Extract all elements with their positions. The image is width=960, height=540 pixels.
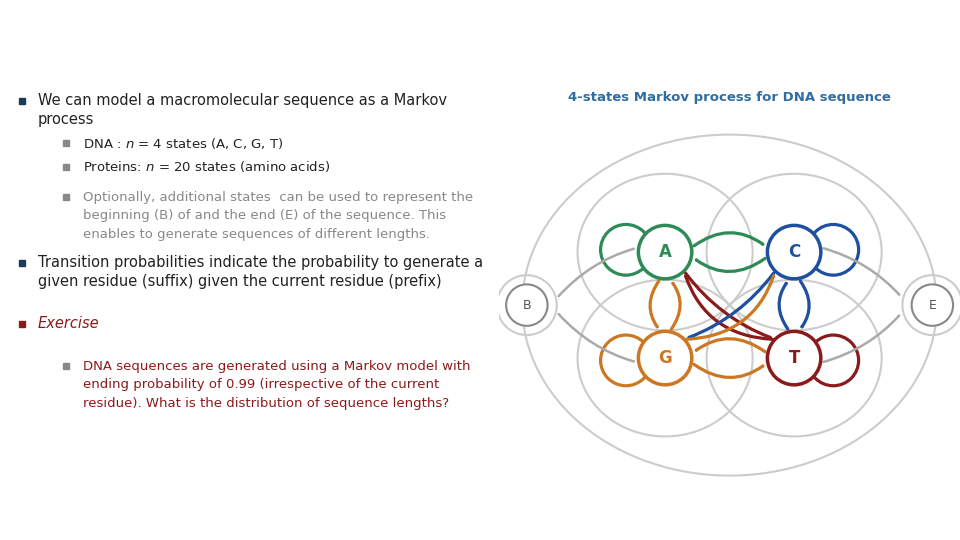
- FancyArrowPatch shape: [559, 314, 634, 361]
- Circle shape: [506, 285, 547, 326]
- FancyArrowPatch shape: [696, 258, 765, 272]
- Text: Exercise: Exercise: [37, 316, 99, 332]
- FancyArrowPatch shape: [559, 249, 634, 296]
- Circle shape: [767, 225, 821, 279]
- Text: given residue (suffix) given the current residue (prefix): given residue (suffix) given the current…: [37, 274, 442, 289]
- Text: B: B: [522, 299, 531, 312]
- Text: residue). What is the distribution of sequence lengths?: residue). What is the distribution of se…: [84, 397, 449, 410]
- FancyArrowPatch shape: [696, 339, 765, 352]
- Circle shape: [638, 225, 692, 279]
- Text: Optionally, additional states  can be used to represent the: Optionally, additional states can be use…: [84, 191, 473, 204]
- FancyArrowPatch shape: [689, 273, 774, 338]
- FancyArrowPatch shape: [694, 364, 763, 377]
- Text: DNA : $n$ = 4 states (A, C, G, T): DNA : $n$ = 4 states (A, C, G, T): [84, 136, 284, 151]
- Text: process: process: [37, 112, 94, 127]
- Circle shape: [638, 332, 692, 385]
- Text: Proteins: $n$ = 20 states (amino acids): Proteins: $n$ = 20 states (amino acids): [84, 159, 330, 174]
- Circle shape: [767, 332, 821, 385]
- FancyArrowPatch shape: [650, 281, 659, 327]
- Circle shape: [912, 285, 953, 326]
- Text: E: E: [928, 299, 936, 312]
- FancyArrowPatch shape: [686, 276, 774, 339]
- FancyArrowPatch shape: [685, 276, 773, 339]
- Text: Transition probabilities indicate the probability to generate a: Transition probabilities indicate the pr…: [37, 255, 483, 271]
- Text: ending probability of 0.99 (irrespective of the current: ending probability of 0.99 (irrespective…: [84, 379, 440, 392]
- Text: DNA sequences are generated using a Markov model with: DNA sequences are generated using a Mark…: [84, 360, 470, 373]
- Text: beginning (B) of and the end (E) of the sequence. This: beginning (B) of and the end (E) of the …: [84, 210, 446, 222]
- Text: G: G: [659, 349, 672, 367]
- Text: We can model a macromolecular sequence as a Markov: We can model a macromolecular sequence a…: [37, 93, 446, 108]
- FancyArrowPatch shape: [824, 248, 899, 294]
- FancyArrowPatch shape: [801, 281, 809, 327]
- Text: A: A: [659, 243, 672, 261]
- Text: Markov model of a sequence: Markov model of a sequence: [12, 21, 460, 49]
- FancyArrowPatch shape: [824, 316, 899, 362]
- Text: C: C: [788, 243, 801, 261]
- FancyArrowPatch shape: [671, 284, 680, 329]
- FancyArrowPatch shape: [780, 284, 788, 329]
- Text: 4-states Markov process for DNA sequence: 4-states Markov process for DNA sequence: [568, 91, 891, 104]
- FancyArrowPatch shape: [694, 233, 763, 246]
- Text: enables to generate sequences of different lengths.: enables to generate sequences of differe…: [84, 228, 430, 241]
- Text: T: T: [788, 349, 800, 367]
- FancyArrowPatch shape: [685, 273, 770, 338]
